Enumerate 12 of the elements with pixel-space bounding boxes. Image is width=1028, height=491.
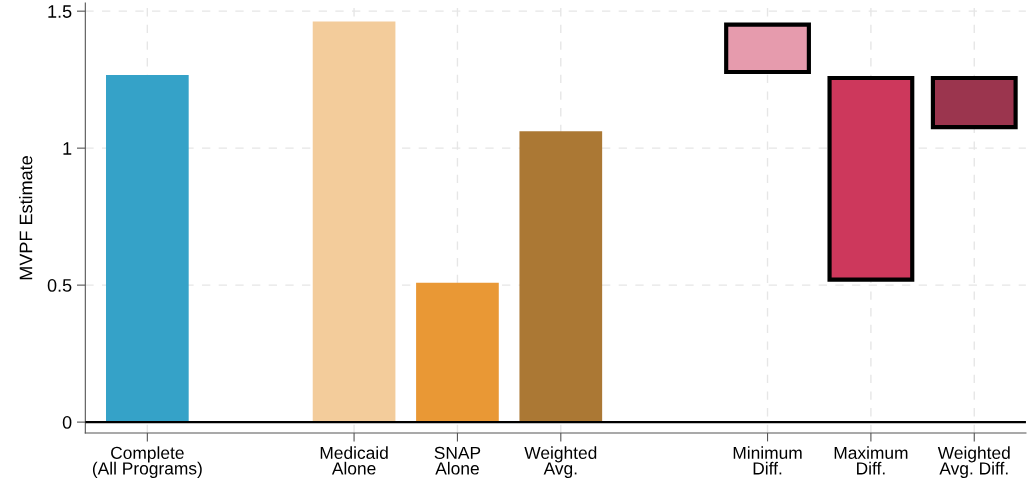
x-tick-label: Medicaid Alone	[320, 446, 388, 475]
x-tick-label: Weighted Avg. Diff.	[937, 446, 1010, 478]
x-tick-label: Maximum Diff.	[834, 446, 908, 475]
y-tick-label: 0.5	[47, 279, 72, 292]
x-tick-label: Complete (All Programs)	[92, 446, 202, 478]
x-tick-label: Minimum Diff.	[733, 446, 802, 475]
y-tick-label: 1	[63, 142, 72, 155]
y-tick-label: 0	[62, 416, 72, 429]
y-axis-title: MVPF Estimate	[19, 156, 33, 280]
x-tick-label: Weighted Avg.	[524, 446, 597, 478]
y-tick-label: 1.5	[48, 5, 72, 18]
x-tick-label: SNAP Alone	[434, 446, 481, 475]
